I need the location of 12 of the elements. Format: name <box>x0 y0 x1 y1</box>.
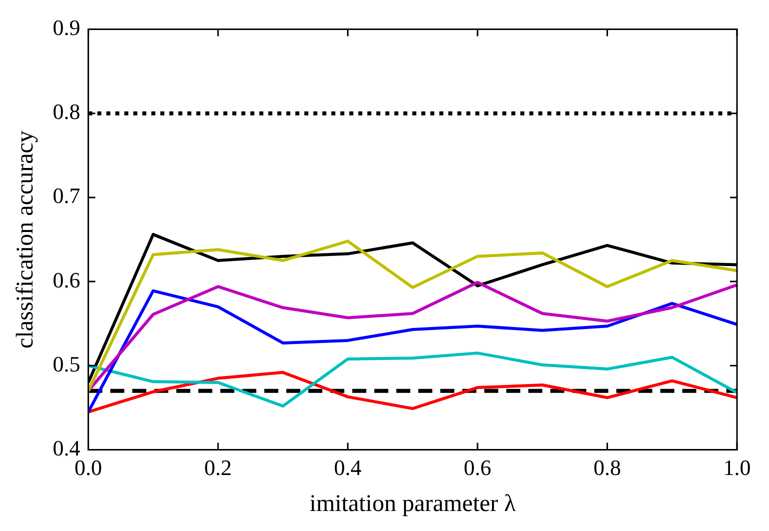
y-tick-label: 0.7 <box>52 183 80 208</box>
y-tick-label: 0.8 <box>52 99 80 124</box>
x-axis-title: imitation parameter λ <box>310 490 516 517</box>
y-axis-title: classification accuracy <box>12 130 39 348</box>
x-tick-label: 0.6 <box>464 454 492 480</box>
y-tick-label: 0.9 <box>52 14 80 40</box>
x-tick-label: 0.4 <box>334 454 362 480</box>
x-tick-label: 0.2 <box>204 454 232 480</box>
x-tick-label: 1.0 <box>723 454 751 480</box>
y-tick-label: 0.6 <box>52 267 80 292</box>
y-tick-label: 0.5 <box>52 351 80 376</box>
x-tick-label: 0.8 <box>594 454 622 480</box>
